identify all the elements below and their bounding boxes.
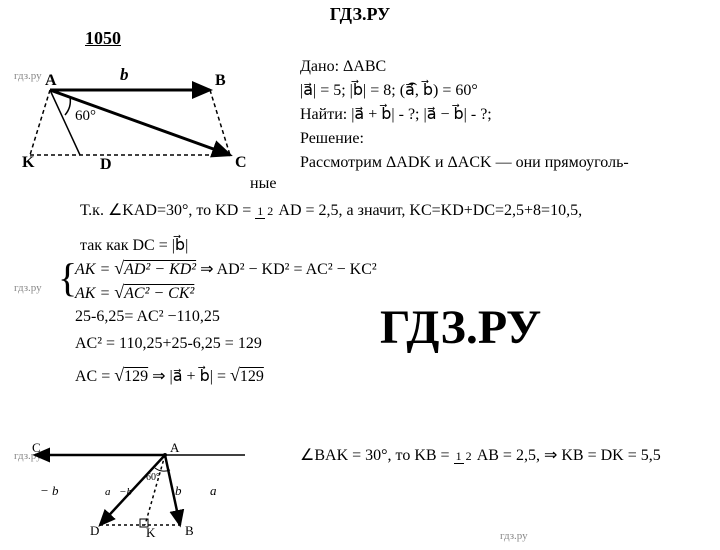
d2-C: C: [32, 440, 41, 455]
solution-line2: так как DC = |b⃗|: [80, 235, 188, 255]
d2-D: D: [90, 523, 99, 538]
header-logo: ГДЗ.РУ: [0, 0, 720, 25]
label-B: B: [215, 72, 226, 89]
label-K: K: [22, 154, 35, 171]
solution-line7: AC = √129 ⇒ |a⃗ + b⃗| = √129: [75, 365, 264, 386]
d2-A: A: [170, 440, 180, 455]
diagram-vectors: A B C D K − b⃗ a⃗ b⃗ a⃗−b⃗ 60°: [30, 440, 250, 540]
d2-angle: 60°: [146, 472, 160, 483]
given-block: Дано: ΔABC |a⃗| = 5; |b⃗| = 8; (⌢a⃗, b⃗)…: [300, 55, 629, 175]
given-line1: Дано: ΔABC: [300, 55, 629, 79]
given-line3: Найти: |a⃗ + b⃗| - ?; |a⃗ − b⃗| - ?;: [300, 103, 629, 127]
d2-B: B: [185, 523, 194, 538]
given-line5: Рассмотрим ΔADK и ΔACK — они прямоуголь-: [300, 151, 629, 175]
problem-number: 1050: [85, 28, 121, 49]
label-C: C: [235, 154, 247, 171]
solution-line1: Т.к. ∠KAD=30°, то KD = 12 AD = 2,5, а зн…: [80, 200, 582, 220]
solution-line5: 25-6,25= AC² −110,25: [75, 308, 220, 326]
d2-ab: a⃗−b⃗: [105, 486, 141, 498]
d2-K: K: [146, 525, 156, 540]
watermark-small-4: гдз.ру: [500, 530, 528, 542]
label-angle: 60°: [75, 108, 96, 124]
label-b: b⃗: [120, 65, 142, 84]
d2-b: b⃗: [175, 483, 192, 498]
given-line2: |a⃗| = 5; |b⃗| = 8; (⌢a⃗, b⃗) = 60°: [300, 79, 629, 103]
solution-line6: AC² = 110,25+25-6,25 = 129: [75, 335, 262, 353]
text-nye: ные: [250, 175, 276, 193]
solution-line4: AK = √AC² − CK²: [75, 282, 194, 303]
diagram-parallelogram: A B C D K 60° b⃗: [20, 55, 250, 175]
label-D: D: [100, 156, 112, 173]
label-A: A: [45, 72, 57, 89]
watermark-small-2: гдз.ру: [14, 282, 42, 294]
given-line4: Решение:: [300, 127, 629, 151]
watermark-large: ГДЗ.РУ: [380, 300, 541, 355]
d2-a: a⃗: [210, 483, 227, 498]
d2-minusb: − b⃗: [40, 483, 69, 498]
solution-line8: ∠BAK = 30°, то KB = 12 AB = 2,5, ⇒ KB = …: [300, 445, 661, 465]
solution-line3: AK = √AD² − KD² ⇒ AD² − KD² = AC² − KC²: [75, 258, 377, 279]
